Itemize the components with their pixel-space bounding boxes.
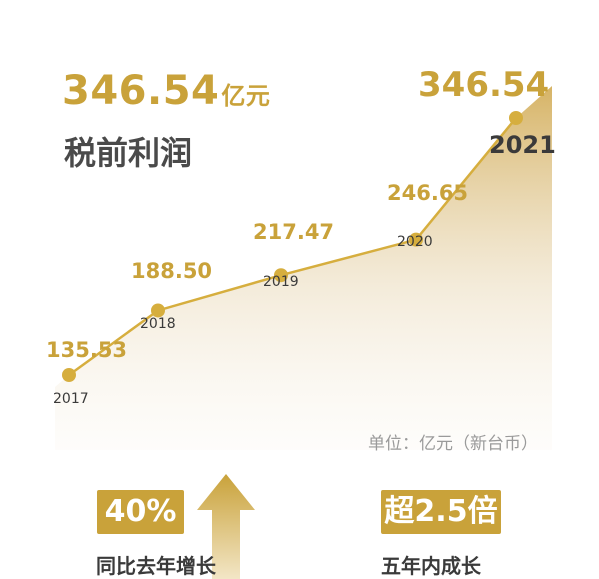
data-point-2020 xyxy=(409,232,423,247)
value-label-2021: 346.54 xyxy=(418,65,549,105)
five-year-stat-label: 五年内成长 xyxy=(381,554,481,578)
headline-value: 346.54亿元 xyxy=(62,68,271,114)
five-year-stat-box: 超2.5倍 xyxy=(381,490,501,534)
year-label-2020: 2020 xyxy=(397,234,433,250)
data-point-2017 xyxy=(62,368,76,382)
year-label-2019: 2019 xyxy=(263,274,299,290)
year-label-2018: 2018 xyxy=(140,316,176,332)
value-label-2017: 135.53 xyxy=(46,338,127,362)
year-label-2017: 2017 xyxy=(53,391,89,407)
unit-note: 单位：亿元（新台币） xyxy=(368,434,538,454)
growth-stat-label: 同比去年增长 xyxy=(96,554,216,578)
data-point-2019 xyxy=(274,268,288,283)
data-point-2018 xyxy=(151,303,165,318)
value-label-2018: 188.50 xyxy=(131,259,212,283)
year-label-2021: 2021 xyxy=(489,131,556,159)
growth-stat-box: 40% xyxy=(97,490,184,534)
headline-unit: 亿元 xyxy=(221,82,271,110)
value-label-2019: 217.47 xyxy=(253,220,334,244)
data-point-2021 xyxy=(509,111,523,125)
chart-subtitle: 税前利润 xyxy=(64,134,193,172)
up-arrow-icon xyxy=(197,474,255,579)
area-fill xyxy=(55,86,552,450)
value-label-2020: 246.65 xyxy=(387,181,468,205)
